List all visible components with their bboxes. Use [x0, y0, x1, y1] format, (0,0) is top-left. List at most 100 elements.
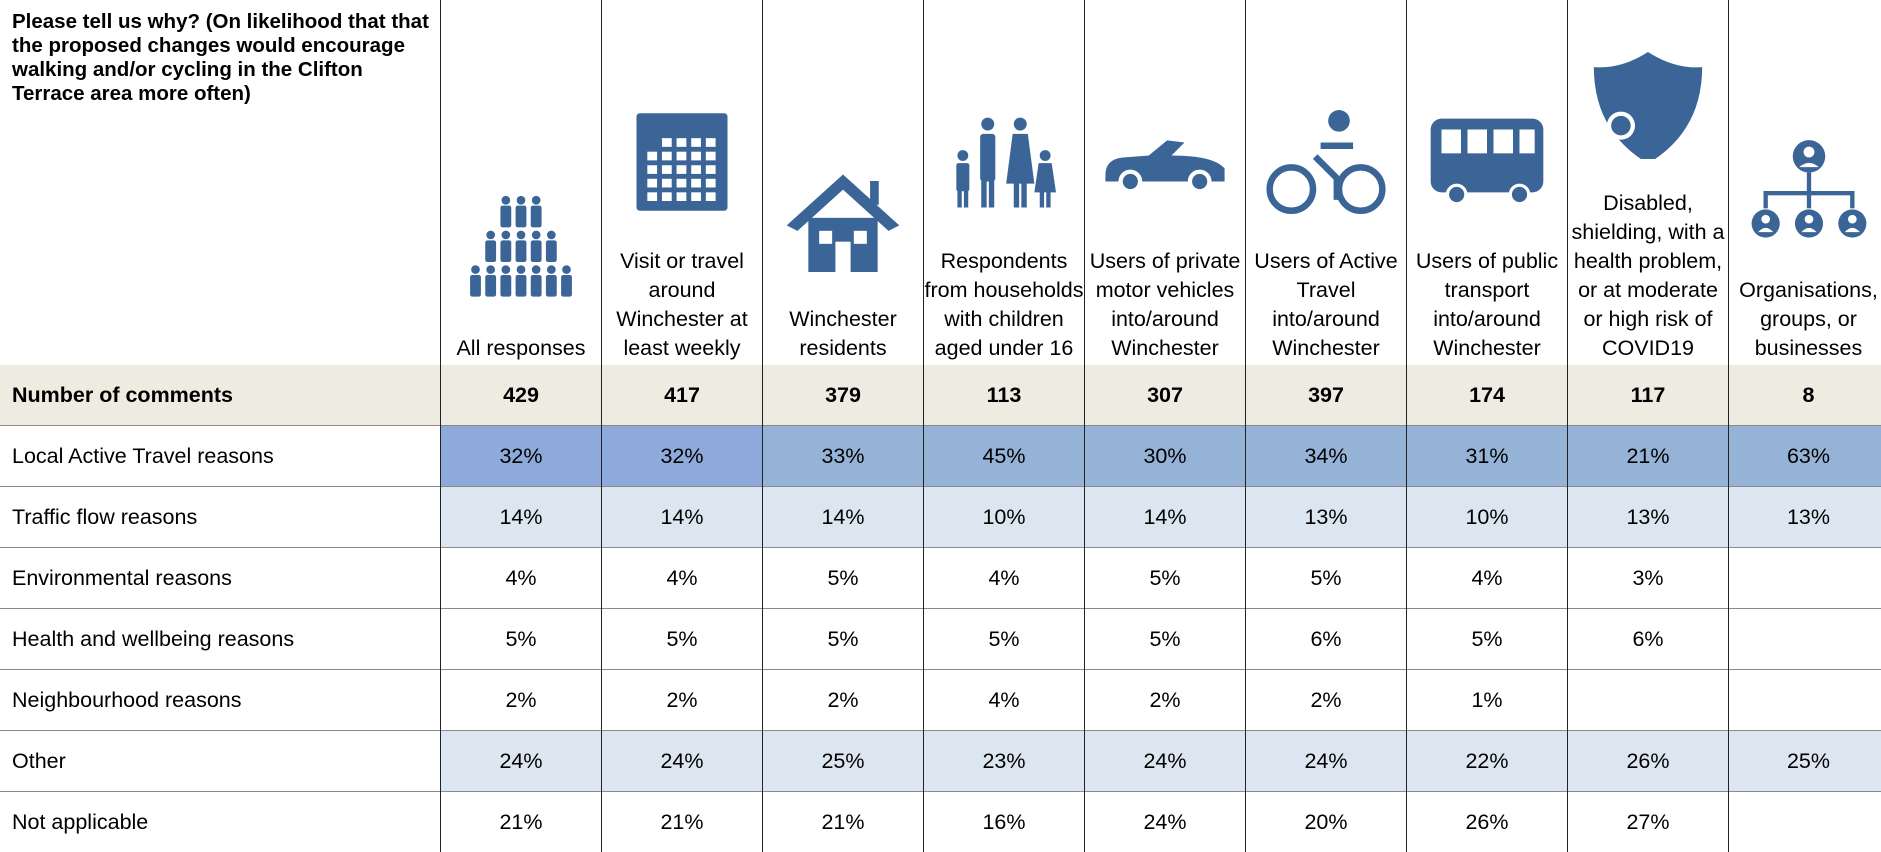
cell	[1568, 670, 1729, 731]
cell: 24%	[441, 731, 602, 792]
cell: 25%	[1729, 731, 1881, 792]
cell: 14%	[763, 487, 924, 548]
column-label: Users of public transport into/around Wi…	[1407, 247, 1567, 365]
cell: 4%	[924, 670, 1085, 731]
cell: 5%	[924, 609, 1085, 670]
cell: 21%	[602, 792, 763, 852]
group-icon	[924, 97, 1084, 247]
cell: 13%	[1729, 487, 1881, 548]
cell: 30%	[1085, 426, 1246, 487]
icon	[1583, 49, 1713, 159]
column-header: Users of public transport into/around Wi…	[1407, 0, 1568, 365]
cell: 24%	[602, 731, 763, 792]
cell: 2%	[763, 670, 924, 731]
row-label: Health and wellbeing reasons	[0, 609, 441, 670]
group-icon	[1407, 97, 1567, 247]
icon	[939, 107, 1069, 217]
group-icon	[763, 155, 923, 305]
cell: 21%	[1568, 426, 1729, 487]
column-label: Respondents from households with childre…	[924, 247, 1084, 365]
cell: 20%	[1246, 792, 1407, 852]
column-header: All responses	[441, 0, 602, 365]
cell: 397	[1246, 365, 1407, 426]
row-label: Local Active Travel reasons	[0, 426, 441, 487]
column-header: Visit or travel around Winchester at lea…	[602, 0, 763, 365]
icon	[1422, 107, 1552, 217]
cell: 2%	[1246, 670, 1407, 731]
cell: 8	[1729, 365, 1881, 426]
cell: 2%	[1085, 670, 1246, 731]
column-label: Visit or travel around Winchester at lea…	[602, 247, 762, 365]
cell: 4%	[1407, 548, 1568, 609]
cell: 4%	[441, 548, 602, 609]
column-header: Disabled, shielding, with a health probl…	[1568, 0, 1729, 365]
cell: 1%	[1407, 670, 1568, 731]
icon	[778, 165, 908, 275]
cell: 379	[763, 365, 924, 426]
group-icon	[441, 184, 601, 334]
cell: 26%	[1407, 792, 1568, 852]
icon	[617, 107, 747, 217]
column-header: Winchester residents	[763, 0, 924, 365]
cell: 22%	[1407, 731, 1568, 792]
icon	[1744, 136, 1874, 246]
group-icon	[1246, 97, 1406, 247]
cell: 2%	[602, 670, 763, 731]
cell: 14%	[602, 487, 763, 548]
cell: 31%	[1407, 426, 1568, 487]
cell: 5%	[763, 548, 924, 609]
cell: 13%	[1246, 487, 1407, 548]
row-label: Environmental reasons	[0, 548, 441, 609]
column-header: Respondents from households with childre…	[924, 0, 1085, 365]
cell: 5%	[441, 609, 602, 670]
group-icon	[1729, 126, 1881, 276]
cell: 14%	[441, 487, 602, 548]
cell: 23%	[924, 731, 1085, 792]
icon	[1100, 107, 1230, 217]
column-label: Winchester residents	[763, 305, 923, 365]
column-label: Users of private motor vehicles into/aro…	[1085, 247, 1245, 365]
icon	[456, 194, 586, 304]
row-label: Traffic flow reasons	[0, 487, 441, 548]
column-label: Disabled, shielding, with a health probl…	[1568, 189, 1728, 365]
column-label: All responses	[441, 334, 601, 365]
cell: 24%	[1085, 731, 1246, 792]
column-header: Users of private motor vehicles into/aro…	[1085, 0, 1246, 365]
row-label: Not applicable	[0, 792, 441, 852]
cell: 4%	[924, 548, 1085, 609]
cell	[1729, 609, 1881, 670]
row-label: Other	[0, 731, 441, 792]
cell	[1729, 548, 1881, 609]
cell: 5%	[602, 609, 763, 670]
cell: 5%	[1407, 609, 1568, 670]
cell: 5%	[763, 609, 924, 670]
cell: 25%	[763, 731, 924, 792]
cell: 117	[1568, 365, 1729, 426]
row-label: Neighbourhood reasons	[0, 670, 441, 731]
cell: 14%	[1085, 487, 1246, 548]
cell: 21%	[763, 792, 924, 852]
icon	[1261, 107, 1391, 217]
header-row: Please tell us why? (On likelihood that …	[0, 0, 1881, 365]
cell: 32%	[441, 426, 602, 487]
cell: 10%	[924, 487, 1085, 548]
cell: 10%	[1407, 487, 1568, 548]
cell: 429	[441, 365, 602, 426]
column-label: Users of Active Travel into/around Winch…	[1246, 247, 1406, 365]
cell: 5%	[1246, 548, 1407, 609]
cell	[1729, 792, 1881, 852]
cell: 307	[1085, 365, 1246, 426]
column-header: Users of Active Travel into/around Winch…	[1246, 0, 1407, 365]
cell: 2%	[441, 670, 602, 731]
cell: 6%	[1568, 609, 1729, 670]
